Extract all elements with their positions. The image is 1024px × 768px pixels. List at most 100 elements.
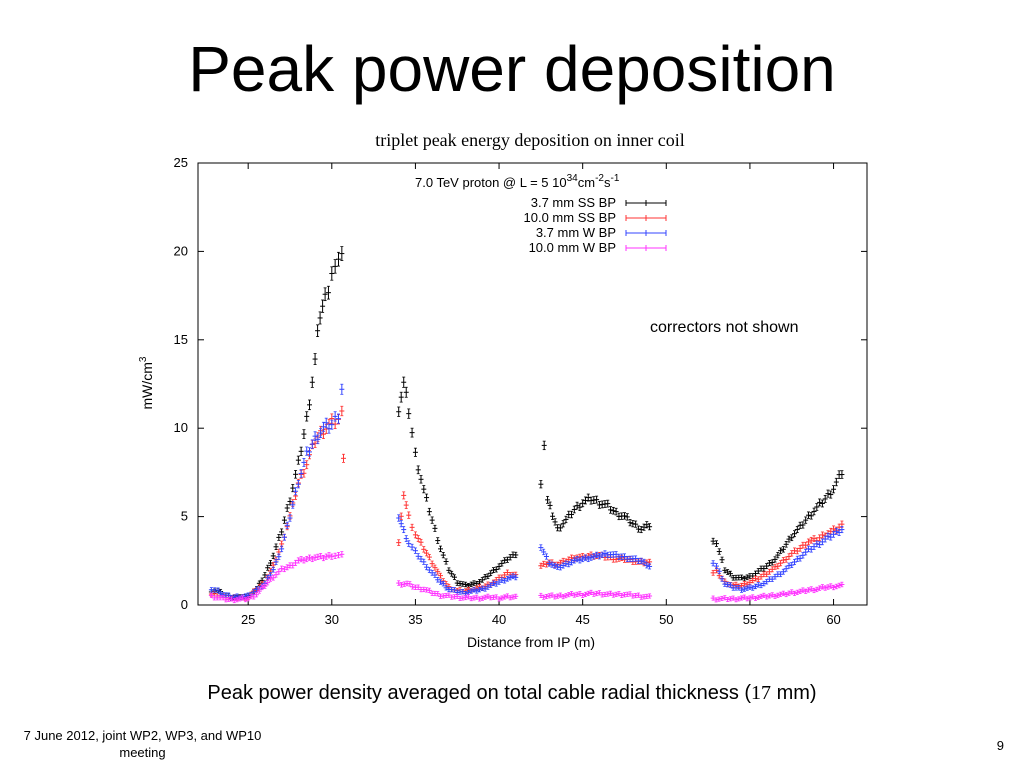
data-point — [426, 507, 432, 516]
data-point — [563, 593, 569, 599]
data-point — [786, 590, 792, 596]
data-point — [215, 587, 221, 593]
data-point — [794, 589, 800, 595]
data-point — [803, 516, 809, 524]
data-point — [822, 585, 828, 591]
data-point — [270, 574, 276, 581]
data-point — [577, 557, 583, 564]
data-point — [421, 558, 427, 565]
data-point — [538, 544, 544, 551]
data-point — [538, 480, 544, 489]
data-point — [811, 587, 817, 594]
data-point — [733, 597, 739, 603]
data-point — [605, 591, 611, 597]
data-point — [418, 475, 424, 484]
data-point — [741, 594, 747, 600]
chart-annotation: correctors not shown — [650, 319, 799, 336]
data-point — [725, 597, 731, 602]
data-point — [730, 574, 736, 581]
data-point — [580, 592, 586, 598]
data-point — [490, 580, 496, 587]
data-point — [582, 554, 588, 561]
data-point — [304, 411, 310, 422]
data-point — [404, 580, 410, 587]
data-point — [744, 585, 750, 591]
data-point — [825, 532, 831, 540]
legend-swatch — [625, 200, 667, 206]
data-point — [510, 594, 516, 600]
data-point — [284, 564, 290, 571]
data-point — [490, 567, 496, 574]
data-point — [750, 585, 756, 591]
data-point — [329, 553, 335, 560]
y-axis-label: mW/cm3 — [138, 356, 155, 409]
data-point — [320, 421, 326, 432]
data-point — [739, 587, 745, 593]
data-point — [574, 501, 580, 510]
data-point — [463, 595, 469, 601]
data-point — [415, 465, 421, 475]
data-point — [471, 587, 477, 593]
data-point — [406, 408, 412, 419]
data-point — [585, 555, 591, 563]
data-point — [276, 553, 282, 560]
data-point — [443, 585, 449, 591]
data-point — [761, 580, 767, 587]
data-point — [811, 535, 817, 542]
data-point — [488, 582, 494, 588]
data-point — [596, 553, 602, 560]
data-point — [482, 574, 488, 580]
data-point — [797, 588, 803, 594]
data-point — [301, 458, 307, 467]
data-point — [772, 556, 778, 563]
data-point — [545, 495, 551, 504]
data-point — [552, 562, 558, 569]
data-point — [727, 582, 733, 588]
data-point — [563, 515, 569, 524]
data-point — [610, 592, 616, 598]
data-point — [808, 512, 814, 520]
data-point — [736, 596, 742, 602]
data-point — [766, 560, 772, 567]
data-point — [775, 563, 781, 570]
data-point — [780, 590, 786, 596]
data-point — [318, 428, 324, 438]
footer-meeting-info: 7 June 2012, joint WP2, WP3, and WP10 me… — [23, 728, 262, 760]
data-point — [446, 567, 452, 574]
data-point — [585, 590, 591, 597]
data-point — [295, 455, 301, 465]
data-point — [412, 547, 418, 554]
data-point — [814, 586, 820, 593]
data-point — [312, 431, 318, 441]
data-point — [309, 555, 315, 563]
data-point — [298, 469, 304, 478]
data-point — [591, 591, 597, 597]
data-point — [332, 552, 338, 559]
data-point — [557, 524, 563, 532]
data-point — [789, 589, 795, 595]
data-point — [270, 566, 276, 573]
legend-label: 10.0 mm SS BP — [524, 210, 616, 225]
data-point — [739, 574, 745, 581]
data-point — [747, 584, 753, 590]
data-point — [633, 520, 639, 528]
data-point — [254, 592, 260, 598]
data-point — [599, 500, 605, 509]
x-tick-label: 55 — [743, 612, 757, 627]
data-point — [320, 299, 326, 313]
data-point — [577, 503, 583, 512]
data-point — [502, 594, 508, 600]
data-point — [326, 423, 332, 434]
data-point — [323, 553, 329, 560]
data-point — [435, 537, 441, 544]
data-point — [315, 324, 321, 337]
data-point — [449, 570, 455, 577]
data-point — [339, 551, 345, 558]
data-point — [594, 551, 600, 559]
data-point — [775, 551, 781, 559]
data-point — [429, 560, 435, 567]
data-point — [766, 593, 772, 599]
data-point — [471, 580, 477, 586]
data-point — [398, 512, 404, 520]
data-point — [550, 512, 556, 520]
